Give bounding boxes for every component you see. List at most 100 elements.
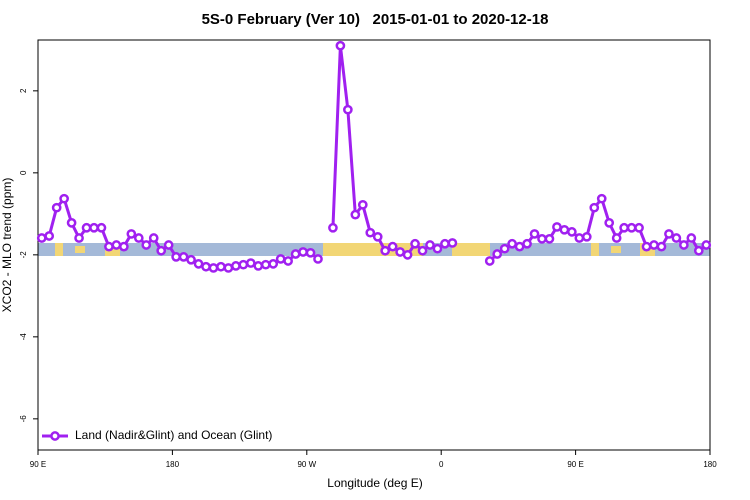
land-patch [591, 243, 599, 256]
point [619, 222, 629, 233]
point [514, 241, 525, 252]
point [634, 222, 644, 233]
point [693, 245, 704, 256]
point [208, 263, 219, 273]
point [664, 229, 674, 239]
x-tick-label: 90 E [567, 460, 583, 469]
point [89, 222, 99, 233]
point [223, 263, 234, 273]
point [201, 261, 211, 272]
point [178, 252, 189, 262]
point [671, 233, 682, 243]
point [604, 218, 615, 228]
point [163, 240, 174, 250]
chart-title: 5S-0 February (Ver 10) 2015-01-01 to 202… [202, 11, 549, 28]
point [193, 259, 204, 269]
point [559, 224, 570, 235]
point [574, 233, 585, 243]
point [357, 199, 368, 210]
point [626, 222, 637, 233]
point [305, 247, 316, 258]
land-patch [452, 243, 490, 256]
y-tick-label: 0 [19, 170, 28, 175]
point [283, 256, 293, 266]
point [335, 40, 346, 51]
point [529, 229, 540, 239]
legend-label: Land (Nadir&Glint) and Ocean (Glint) [75, 428, 272, 442]
point [119, 241, 129, 252]
point [290, 249, 301, 259]
y-tick-label: -6 [19, 415, 28, 423]
point [679, 240, 689, 250]
point [544, 234, 555, 244]
point [507, 238, 517, 249]
point [417, 245, 428, 256]
point [425, 240, 435, 250]
point [380, 245, 391, 256]
point [126, 229, 137, 239]
point [611, 233, 622, 243]
point [216, 261, 226, 272]
land-patch [55, 243, 63, 256]
x-tick-label: 180 [703, 460, 717, 469]
point [313, 254, 323, 264]
point [253, 261, 264, 271]
point [96, 222, 107, 233]
land-patch [75, 246, 85, 253]
point [111, 240, 122, 250]
point [133, 233, 144, 243]
point [141, 240, 152, 250]
point [104, 241, 114, 252]
point [275, 254, 286, 264]
point [440, 238, 450, 249]
point [298, 247, 308, 257]
point [350, 209, 361, 220]
point [567, 227, 577, 237]
point [402, 249, 413, 260]
point [238, 259, 249, 270]
point [395, 247, 405, 257]
point [641, 241, 652, 252]
point [589, 202, 600, 213]
point [656, 241, 667, 252]
point [171, 252, 181, 262]
point [387, 241, 398, 252]
point [36, 233, 47, 243]
x-tick-label: 90 E [30, 460, 46, 469]
point [186, 254, 196, 265]
point [649, 240, 659, 250]
point [492, 249, 503, 259]
point [581, 231, 592, 242]
point [231, 261, 241, 271]
x-axis-label: Longitude (deg E) [327, 476, 422, 490]
point [245, 258, 256, 268]
x-tick-label: 90 W [297, 460, 316, 469]
y-tick-label: -4 [19, 333, 28, 341]
point [343, 104, 353, 115]
point [410, 238, 420, 249]
point [74, 233, 84, 243]
x-tick-label: 0 [439, 460, 444, 469]
land-ocean-strip [38, 243, 710, 256]
point [59, 193, 69, 204]
point [268, 259, 279, 269]
point [66, 218, 77, 228]
point [51, 202, 62, 213]
legend-marker [50, 431, 60, 441]
y-tick-label: -2 [19, 251, 28, 259]
point [686, 233, 697, 243]
y-axis-label: XCO2 - MLO trend (ppm) [0, 178, 14, 313]
point [596, 193, 607, 204]
point [44, 231, 55, 241]
point [432, 243, 443, 254]
point [552, 222, 562, 232]
point [260, 259, 271, 270]
point [81, 222, 92, 233]
point [372, 231, 383, 242]
point [499, 243, 510, 254]
point [365, 227, 376, 238]
point [522, 238, 532, 249]
point [701, 240, 712, 250]
point [156, 245, 167, 256]
